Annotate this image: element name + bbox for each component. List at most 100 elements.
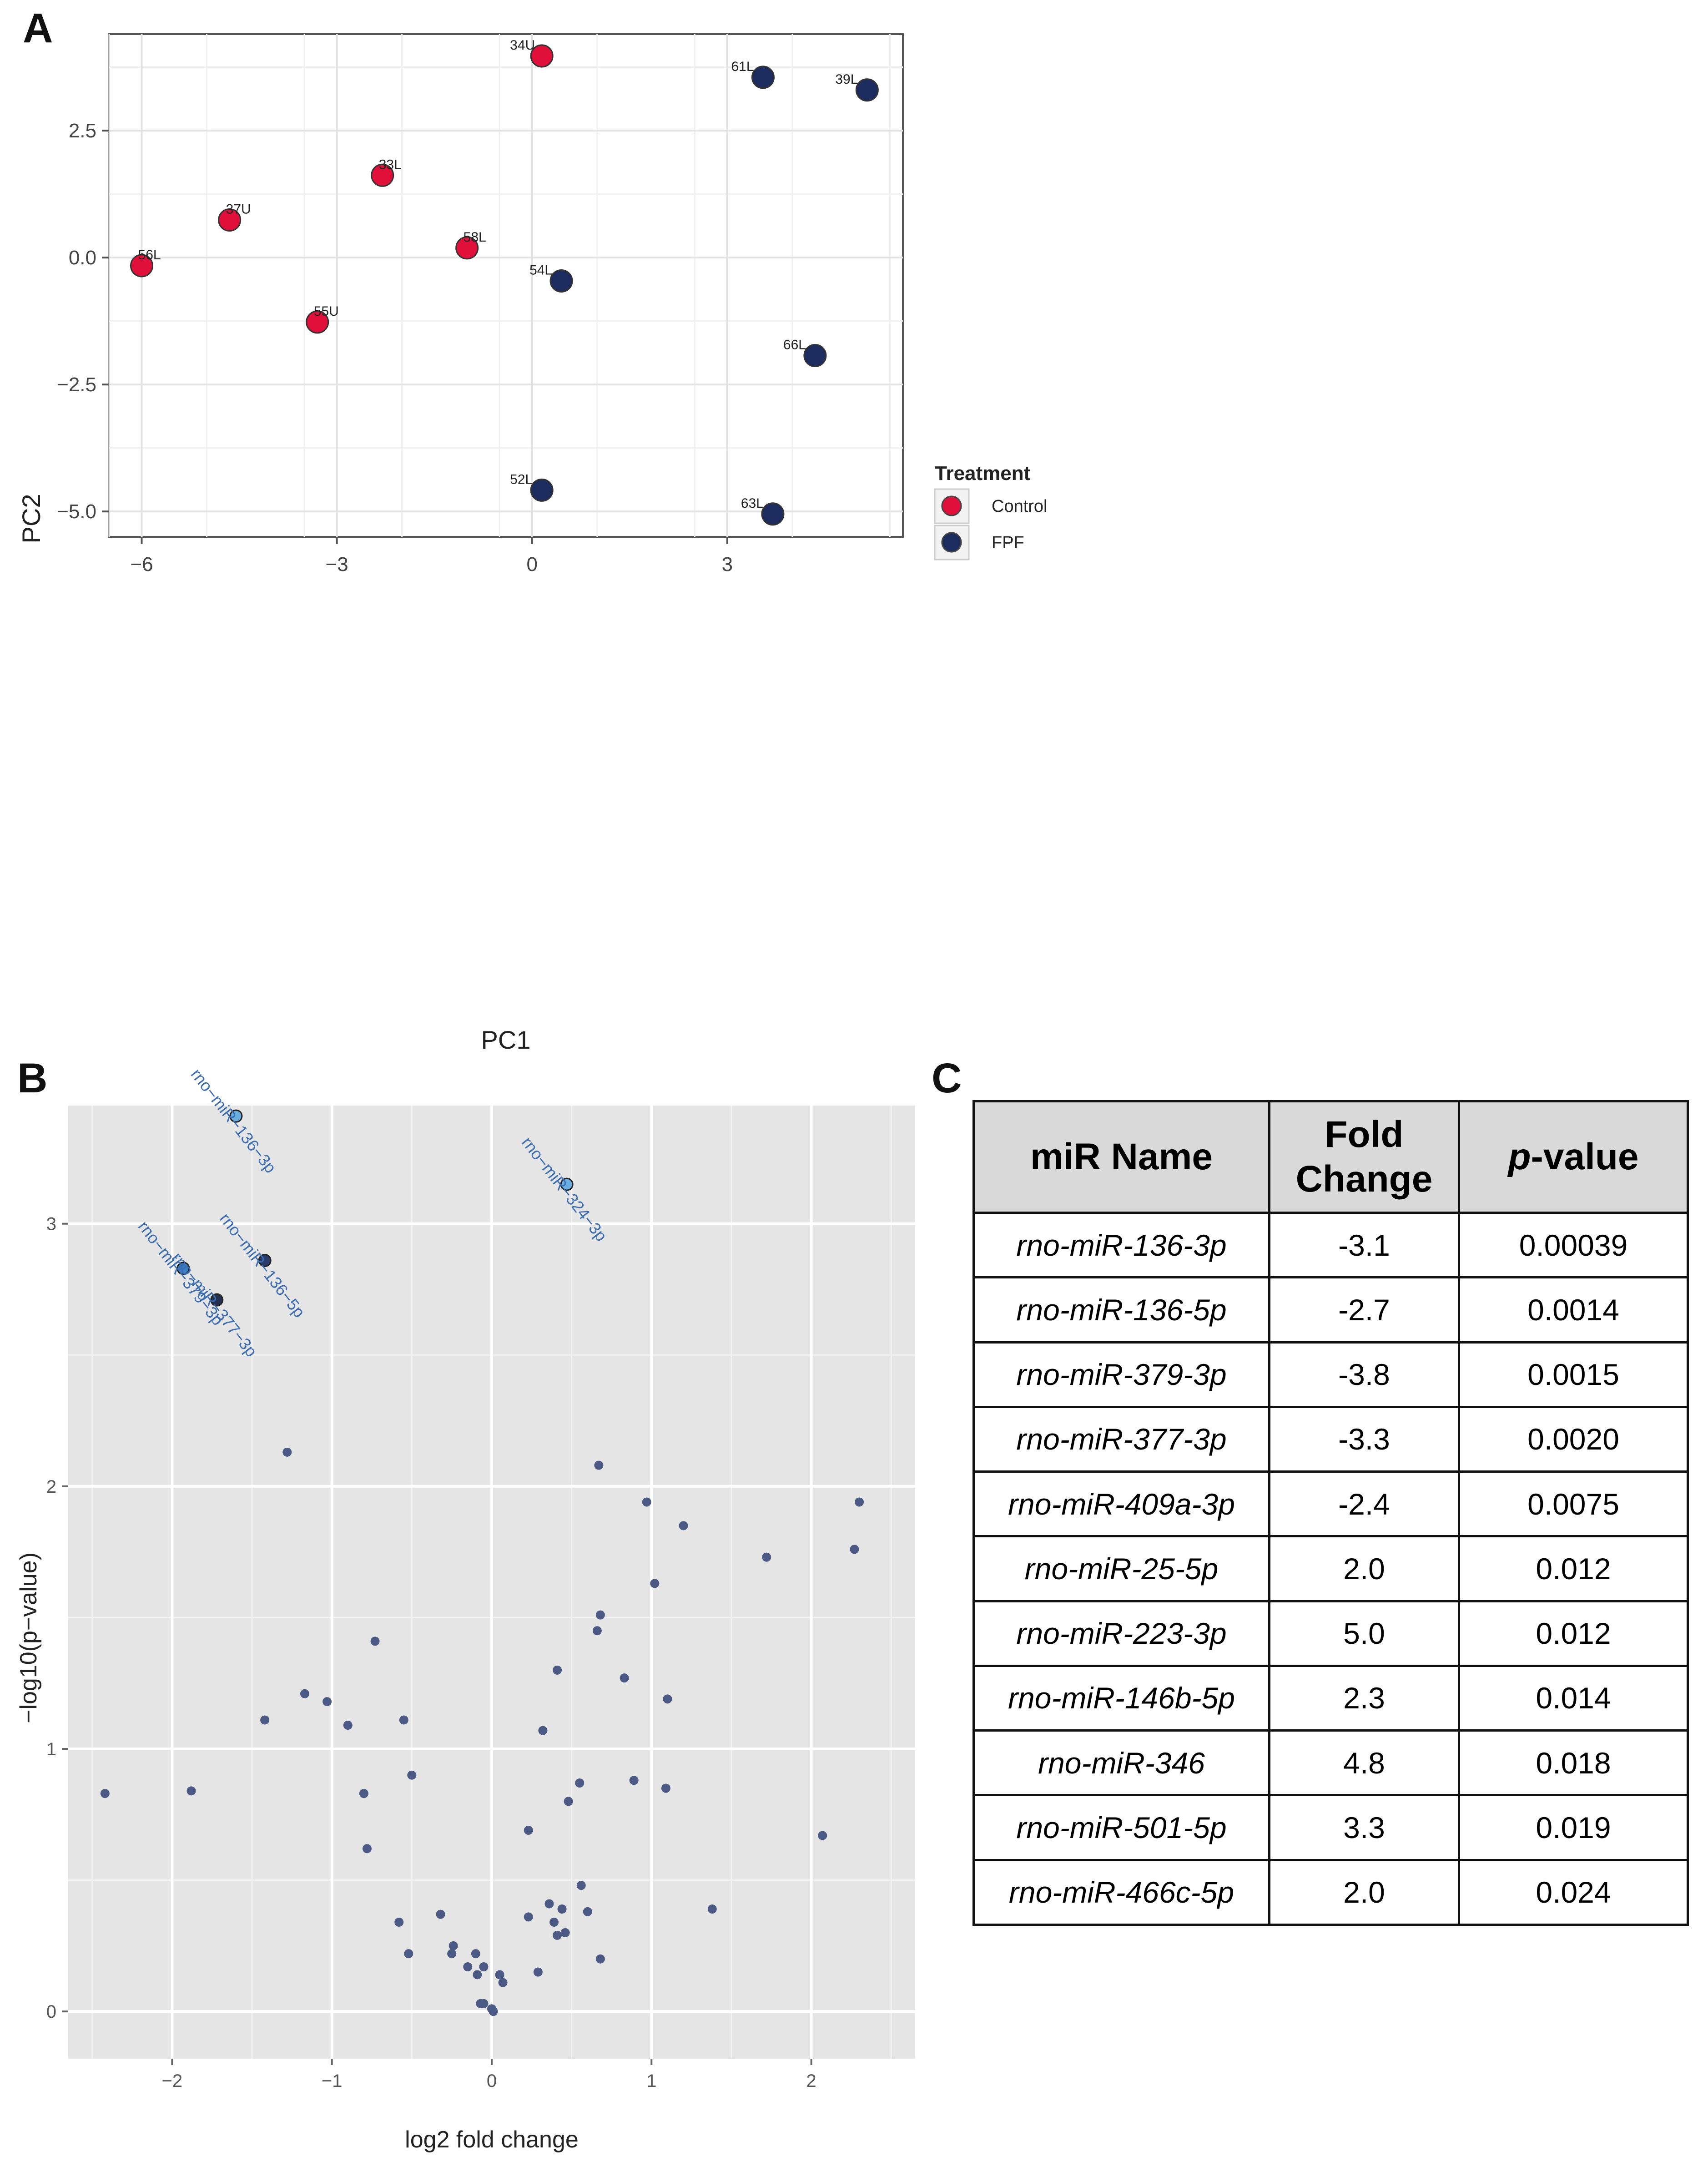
- volcano-point: [855, 1497, 864, 1507]
- pca-point-label: 33L: [379, 157, 402, 172]
- pca-point-52L: [530, 478, 554, 502]
- volcano-point: [762, 1552, 771, 1562]
- table-row: rno-miR-466c-5p 2.0 0.024: [972, 1859, 1689, 1926]
- volcano-x-tick-label: −2: [162, 2071, 183, 2091]
- volcano-y-tick-label: 2: [46, 1477, 56, 1497]
- volcano-point: [370, 1637, 380, 1646]
- pca-point-34U: [530, 44, 554, 68]
- cell-mir-name: rno-miR-501-5p: [972, 1794, 1270, 1861]
- pca-point-label: 61L: [731, 59, 754, 74]
- cell-mir-name: rno-miR-409a-3p: [972, 1470, 1270, 1538]
- volcano-point: [679, 1521, 688, 1530]
- pca-point-56L: [130, 254, 154, 278]
- volcano-x-tick-label: 1: [646, 2071, 656, 2091]
- table-row: rno-miR-346 4.8 0.018: [972, 1729, 1689, 1797]
- pca-y-tick-label: 0.0: [69, 247, 96, 269]
- pca-point-33L: [371, 163, 394, 187]
- cell-fold-change: 2.3: [1268, 1664, 1460, 1732]
- cell-fold-change: 2.0: [1268, 1535, 1460, 1602]
- pca-x-tick-label: −3: [326, 553, 348, 576]
- cell-p-value: 0.0015: [1458, 1341, 1689, 1408]
- pca-point-label: 54L: [529, 263, 552, 278]
- pca-point-39L: [855, 78, 879, 102]
- cell-p-value: 0.0020: [1458, 1405, 1689, 1473]
- volcano-point: [479, 1962, 489, 1972]
- table-row: rno-miR-377-3p -3.3 0.0020: [972, 1405, 1689, 1473]
- volcano-point: [436, 1909, 445, 1919]
- volcano-point: [489, 2007, 498, 2016]
- volcano-point: [553, 1930, 562, 1940]
- pca-plot-panel: [108, 33, 904, 538]
- pca-point-66L: [803, 344, 827, 368]
- panel-label-c: C: [932, 1055, 962, 1101]
- volcano-point: [595, 1610, 605, 1620]
- pca-point-label: 39L: [835, 72, 858, 87]
- cell-p-value: 0.024: [1458, 1859, 1689, 1926]
- mirna-results-table: miR Name Fold Change p-value rno-miR-136…: [972, 1100, 1689, 1926]
- cell-p-value: 0.00039: [1458, 1211, 1689, 1279]
- legend-marker-fpf: [941, 532, 962, 553]
- cell-p-value: 0.018: [1458, 1729, 1689, 1797]
- col-header-p-value: p-value: [1458, 1100, 1689, 1214]
- volcano-highlight-point: [560, 1177, 574, 1191]
- pca-point-63L: [761, 502, 785, 526]
- cell-mir-name: rno-miR-379-3p: [972, 1341, 1270, 1408]
- cell-fold-change: 3.3: [1268, 1794, 1460, 1861]
- col-header-fold-line2: Change: [1295, 1158, 1433, 1200]
- cell-fold-change: 2.0: [1268, 1859, 1460, 1926]
- cell-fold-change: 5.0: [1268, 1600, 1460, 1667]
- volcano-point: [549, 1917, 559, 1927]
- pca-scatter-chart: −6 −3 0 3 2.5 0.0 −2.5 −5.0 34U 33L 37U 58L 56L 55U 6…: [17, 33, 1048, 1054]
- table-row: rno-miR-136-5p -2.7 0.0014: [972, 1276, 1689, 1344]
- cell-p-value: 0.019: [1458, 1794, 1689, 1861]
- pca-point-55U: [306, 310, 329, 334]
- volcano-point: [553, 1665, 562, 1675]
- legend-marker-control: [941, 495, 962, 516]
- cell-fold-change: -3.8: [1268, 1341, 1460, 1408]
- volcano-x-tick-label: 2: [806, 2071, 816, 2091]
- pca-y-axis-label: PC2: [17, 494, 45, 544]
- volcano-point: [447, 1949, 457, 1959]
- cell-p-value: 0.012: [1458, 1600, 1689, 1667]
- cell-p-value: 0.0014: [1458, 1276, 1689, 1344]
- volcano-y-tick-label: 0: [46, 2002, 56, 2022]
- table-row: rno-miR-136-3p -3.1 0.00039: [972, 1211, 1689, 1279]
- pca-point-label: 55U: [314, 304, 339, 319]
- volcano-point: [322, 1697, 332, 1707]
- pca-point-label: 52L: [510, 472, 533, 487]
- col-header-p-rest: -value: [1531, 1136, 1639, 1177]
- table-row: rno-miR-379-3p -3.8 0.0015: [972, 1341, 1689, 1408]
- volcano-highlight-point: [176, 1262, 190, 1275]
- volcano-point: [592, 1626, 602, 1636]
- pca-point-label: 66L: [783, 338, 806, 353]
- volcano-y-tick-label: 1: [46, 1739, 56, 1759]
- table-row: rno-miR-146b-5p 2.3 0.014: [972, 1664, 1689, 1732]
- cell-mir-name: rno-miR-25-5p: [972, 1535, 1270, 1602]
- volcano-point: [620, 1673, 629, 1683]
- pca-legend-title: Treatment: [935, 462, 1031, 485]
- pca-y-tick-label: −5.0: [57, 500, 96, 523]
- pca-point-58L: [455, 236, 479, 260]
- volcano-point: [471, 1949, 480, 1959]
- volcano-point: [300, 1689, 309, 1698]
- volcano-highlight-point: [258, 1254, 272, 1268]
- pca-point-37U: [218, 208, 242, 232]
- volcano-y-tick-label: 3: [46, 1214, 56, 1234]
- volcano-y-axis-label: −log10(p−value): [15, 1552, 42, 1723]
- col-header-mir-name: miR Name: [972, 1100, 1270, 1214]
- panel-label-b: B: [17, 1055, 48, 1101]
- volcano-points: [100, 1447, 864, 2016]
- pca-x-tick-label: 0: [526, 553, 537, 576]
- pca-x-tick-label: −6: [130, 553, 153, 576]
- volcano-point: [362, 1844, 372, 1854]
- cell-mir-name: rno-miR-346: [972, 1729, 1270, 1797]
- pca-point-54L: [549, 269, 573, 293]
- volcano-point: [399, 1715, 408, 1725]
- volcano-point: [260, 1715, 270, 1725]
- table-header-row: miR Name Fold Change p-value: [972, 1100, 1689, 1214]
- volcano-point: [533, 1967, 543, 1977]
- col-header-fold-line1: Fold: [1325, 1113, 1404, 1155]
- cell-mir-name: rno-miR-377-3p: [972, 1405, 1270, 1473]
- cell-p-value: 0.0075: [1458, 1470, 1689, 1538]
